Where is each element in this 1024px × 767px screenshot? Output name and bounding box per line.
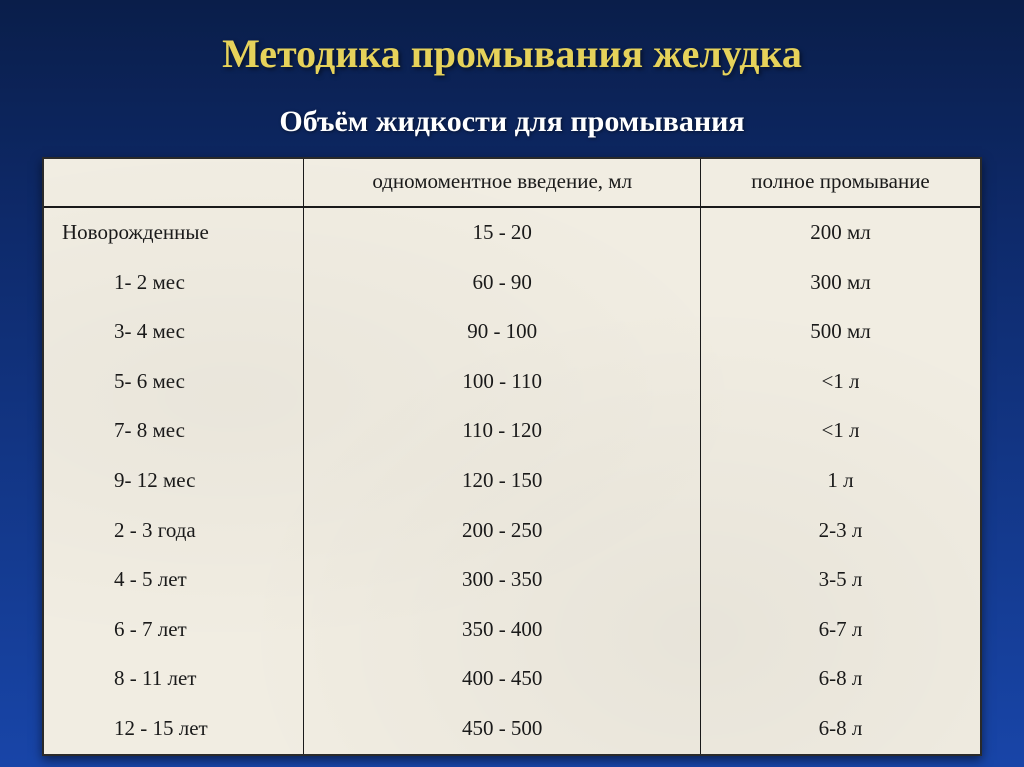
table-row: 12 - 15 лет450 - 5006-8 л — [44, 704, 980, 754]
cell-single: 120 - 150 — [304, 456, 701, 506]
cell-single: 100 - 110 — [304, 357, 701, 407]
cell-age: 7- 8 мес — [44, 406, 304, 456]
cell-age: 8 - 11 лет — [44, 654, 304, 704]
cell-single: 300 - 350 — [304, 555, 701, 605]
cell-single: 450 - 500 — [304, 704, 701, 754]
cell-full: 300 мл — [701, 258, 981, 308]
cell-single: 60 - 90 — [304, 258, 701, 308]
table-row: 4 - 5 лет300 - 3503-5 л — [44, 555, 980, 605]
table-header-row: одномоментное введение, мл полное промыв… — [44, 159, 980, 207]
table-row: 3- 4 мес90 - 100500 мл — [44, 307, 980, 357]
cell-age: Новорожденные — [44, 207, 304, 258]
table-row: 7- 8 мес110 - 120<1 л — [44, 406, 980, 456]
table-row: 6 - 7 лет350 - 4006-7 л — [44, 605, 980, 655]
slide-subtitle: Объём жидкости для промывания — [279, 105, 744, 139]
col-header-age — [44, 159, 304, 207]
cell-age: 6 - 7 лет — [44, 605, 304, 655]
table-row: 5- 6 мес100 - 110<1 л — [44, 357, 980, 407]
table-row: 2 - 3 года200 - 2502-3 л — [44, 506, 980, 556]
cell-full: 6-8 л — [701, 704, 981, 754]
cell-full: 6-8 л — [701, 654, 981, 704]
slide-title: Методика промывания желудка — [222, 30, 802, 77]
table-body: Новорожденные15 - 20200 мл1- 2 мес60 - 9… — [44, 207, 980, 754]
cell-age: 12 - 15 лет — [44, 704, 304, 754]
cell-age: 9- 12 мес — [44, 456, 304, 506]
cell-single: 90 - 100 — [304, 307, 701, 357]
cell-single: 350 - 400 — [304, 605, 701, 655]
table-row: 8 - 11 лет400 - 4506-8 л — [44, 654, 980, 704]
cell-age: 5- 6 мес — [44, 357, 304, 407]
cell-single: 200 - 250 — [304, 506, 701, 556]
cell-age: 1- 2 мес — [44, 258, 304, 308]
col-header-single: одномоментное введение, мл — [304, 159, 701, 207]
cell-full: 3-5 л — [701, 555, 981, 605]
cell-full: 6-7 л — [701, 605, 981, 655]
slide: Методика промывания желудка Объём жидкос… — [0, 0, 1024, 767]
cell-full: <1 л — [701, 406, 981, 456]
cell-single: 400 - 450 — [304, 654, 701, 704]
cell-single: 110 - 120 — [304, 406, 701, 456]
cell-full: <1 л — [701, 357, 981, 407]
col-header-full: полное промывание — [701, 159, 981, 207]
cell-full: 1 л — [701, 456, 981, 506]
table-row: Новорожденные15 - 20200 мл — [44, 207, 980, 258]
cell-age: 3- 4 мес — [44, 307, 304, 357]
cell-age: 4 - 5 лет — [44, 555, 304, 605]
table-row: 9- 12 мес120 - 1501 л — [44, 456, 980, 506]
cell-full: 2-3 л — [701, 506, 981, 556]
volume-table: одномоментное введение, мл полное промыв… — [44, 159, 980, 754]
cell-age: 2 - 3 года — [44, 506, 304, 556]
cell-single: 15 - 20 — [304, 207, 701, 258]
cell-full: 200 мл — [701, 207, 981, 258]
cell-full: 500 мл — [701, 307, 981, 357]
volume-table-container: одномоментное введение, мл полное промыв… — [42, 157, 982, 756]
table-row: 1- 2 мес60 - 90300 мл — [44, 258, 980, 308]
